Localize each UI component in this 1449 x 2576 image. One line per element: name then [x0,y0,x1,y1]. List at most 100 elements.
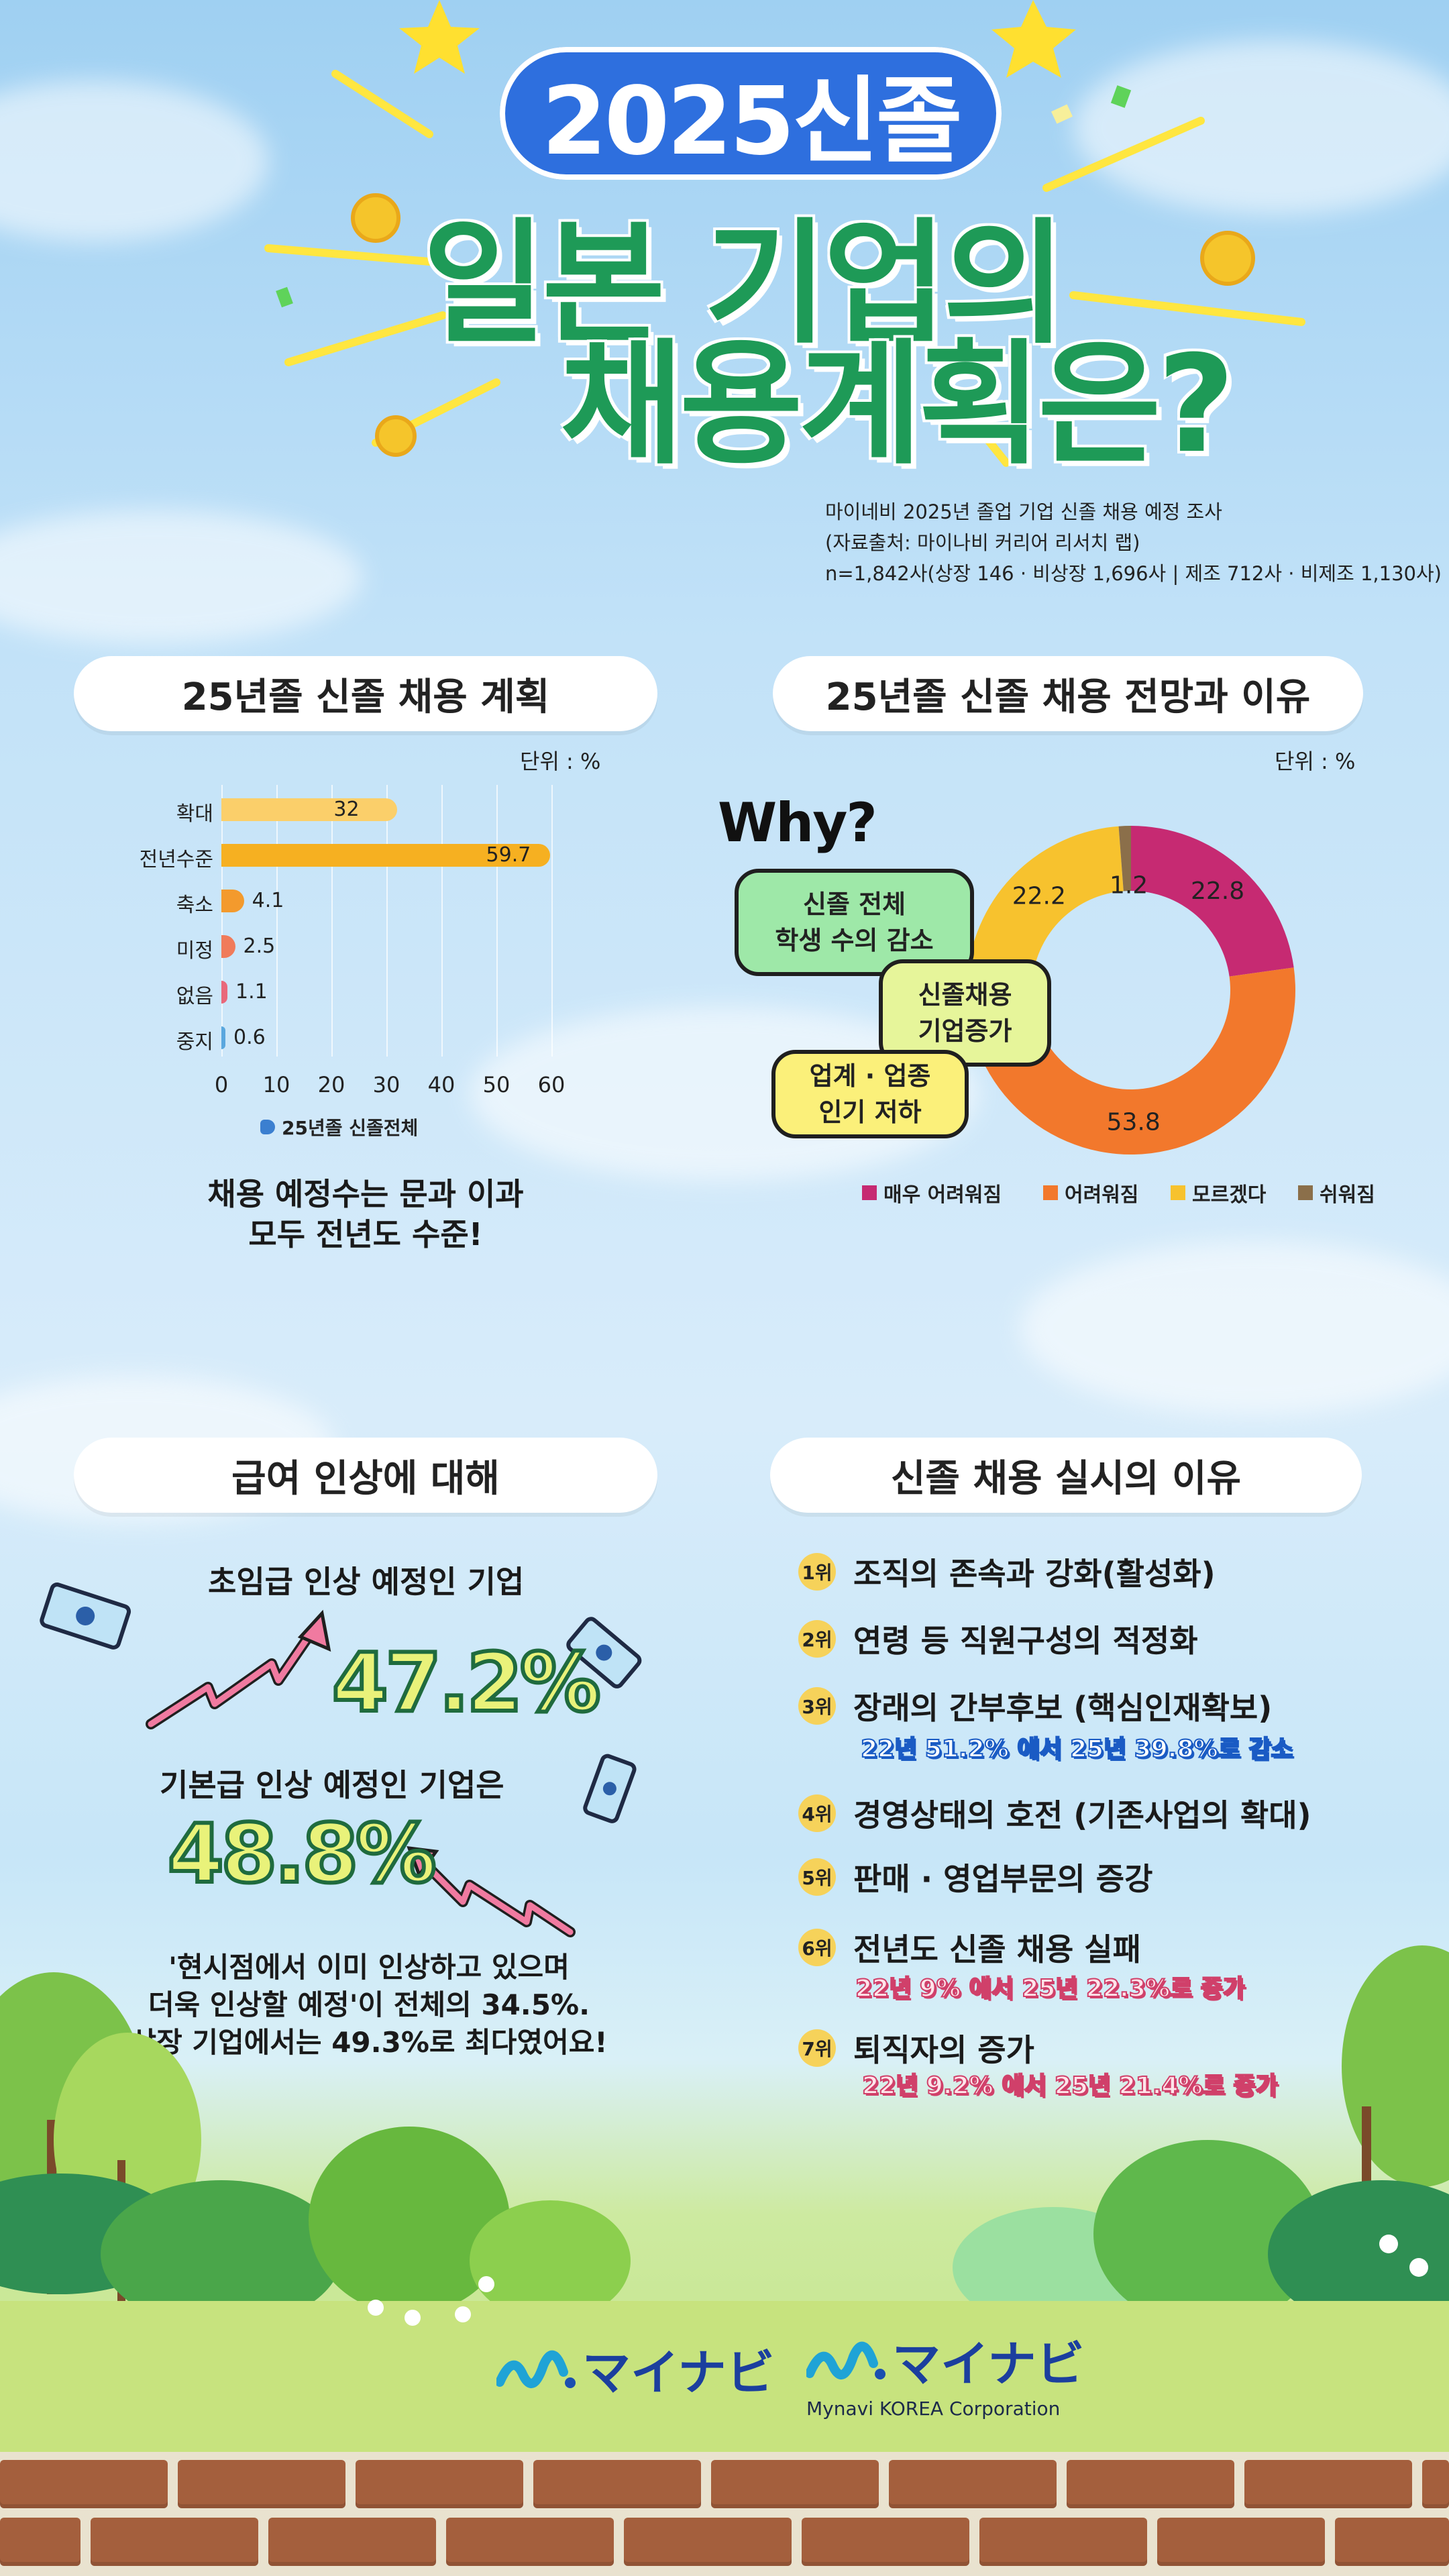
why-label: Why? [718,792,877,854]
mynavi-mark-icon [496,2350,576,2388]
bar [221,981,228,1004]
ray-decoration [975,425,1010,467]
bush-decoration [1268,2180,1449,2328]
reason-rank-2: 2위 연령 등 직원구성의 적정화 [798,1617,1198,1661]
bar-legend: 25년졸 신졸전체 [260,1114,418,1140]
coin-icon [351,193,400,243]
hero-decoration [264,0,1305,467]
ray-decoration [284,311,447,366]
reason-rank-1: 1위 조직의 존속과 강화(활성화) [798,1550,1216,1594]
section-title: 25년졸 신졸 채용 전망과 이유 [773,656,1363,731]
rank-badge: 4위 [798,1794,836,1832]
bush-decoration [1093,2140,1322,2328]
rank-badge: 1위 [798,1553,836,1591]
bubble-line: 신졸채용 [918,980,1012,1010]
bar-value-label: 2.5 [243,934,276,958]
star-icon [399,0,480,74]
x-tick-label: 50 [482,1072,511,1097]
gridline [221,785,223,1057]
bubble-line: 업계 · 업종 [809,1061,931,1091]
bar-chart-caption: 채용 예정수는 문과 이과 모두 전년도 수준! [101,1174,631,1254]
gridline [441,785,443,1057]
bar-value-label: 0.6 [233,1026,266,1049]
caption-line: 모두 전년도 수준! [248,1216,483,1252]
confetti-decoration [1051,104,1073,124]
banknote-icon [40,1582,131,1650]
legend-label: 25년졸 신졸전체 [282,1117,419,1139]
bubble-line: 신졸 전체 [802,890,906,919]
banknote-icon [566,1617,642,1688]
legend-swatch [1043,1185,1058,1200]
hero-title-line1: 일본 기업의 [423,206,1067,362]
flower-decoration [1409,2258,1428,2277]
flower-decoration [1379,2235,1398,2253]
bar-category-label: 중지 [176,1030,213,1054]
ray-decoration [1042,117,1205,192]
rank-6-trend: 22년 9% 에서 25년 22.3%로 증가 [855,1974,1246,2003]
salary-decoration [40,1582,642,1937]
reason-rank-3: 3위 장래의 간부후보 (핵심인재확보) [798,1684,1272,1728]
section-title: 신졸 채용 실시의 이유 [770,1438,1362,1513]
rank-text: 연령 등 직원구성의 적정화 [853,1623,1198,1659]
base-salary-label: 기본급 인상 예정인 기업은 [160,1767,504,1803]
donut-value-label: 1.2 [1110,872,1148,900]
hero-title-line2: 채용계획은? [560,327,1235,483]
flower-decoration [368,2300,384,2316]
unit-label: 단위 : % [1275,749,1356,774]
note-line: '현시점에서 이미 인상하고 있으며 [168,1951,570,1984]
mynavi-logo-1: マイナビ [496,2333,775,2404]
gridline [551,785,553,1057]
coin-icon [1200,231,1255,286]
donut-legend-item: 모르겠다 [1171,1178,1266,1208]
rank-badge: 7위 [798,2029,836,2067]
rank-text: 조직의 존속과 강화(활성화) [853,1556,1216,1592]
reason-rank-4: 4위 경영상태의 호전 (기존사업의 확대) [798,1791,1311,1835]
source-line: 마이네비 2025년 졸업 기업 신졸 채용 예정 조사 [825,500,1222,523]
bar-category-label: 확대 [176,802,213,826]
legend-swatch [862,1185,877,1200]
starting-salary-label: 초임급 인상 예정인 기업 [208,1564,525,1600]
banknote-icon [583,1754,637,1823]
x-tick-label: 30 [372,1072,400,1097]
section-title: 급여 인상에 대해 [74,1438,657,1513]
donut-legend-item: 쉬워짐 [1298,1178,1375,1208]
flower-decoration [455,2306,471,2322]
bar-category-label: 축소 [176,894,213,917]
mynavi-mark-icon [806,2341,885,2379]
donut-value-label: 22.2 [1012,882,1066,910]
coin-icon [375,415,417,457]
confetti-decoration [276,286,293,308]
ray-decoration [331,70,433,138]
bubble-line: 인기 저하 [818,1097,922,1127]
source-line: (자료출처: 마이나비 커리어 리서치 랩) [825,531,1140,554]
rank-badge: 5위 [798,1858,836,1896]
x-tick-label: 10 [262,1072,290,1097]
legend-label: 모르겠다 [1192,1183,1267,1207]
rank-text: 장래의 간부후보 (핵심인재확보) [853,1690,1273,1726]
legend-label: 쉬워짐 [1320,1183,1375,1207]
note-line: 상장 기업에서는 49.3%로 최다였어요! [130,2026,608,2059]
flower-decoration [478,2276,494,2292]
donut-slice [967,967,1295,1155]
brick-wall [0,2452,1449,2576]
bar-category-label: 전년수준 [139,848,213,871]
caption-line: 채용 예정수는 문과 이과 [207,1176,524,1212]
landscape-illustration [0,1945,1449,2469]
bush-decoration [470,2200,631,2321]
x-tick-label: 20 [317,1072,345,1097]
rank-3-trend: 22년 51.2% 에서 25년 39.8%로 감소 [860,1735,1293,1764]
legend-swatch [260,1120,275,1134]
rank-text: 경영상태의 호전 (기존사업의 확대) [853,1797,1311,1833]
x-tick-label: 60 [537,1072,566,1097]
legend-swatch [1298,1185,1313,1200]
bubble-line: 학생 수의 감소 [775,926,934,955]
donut-slice [1118,825,1131,892]
hero-year-badge: 2025신졸 [500,47,1002,180]
rank-badge: 2위 [798,1620,836,1658]
hiring-outlook-donut-chart: 22.8 53.8 22.2 1.2 [967,825,1295,1155]
legend-swatch [1171,1185,1185,1200]
gridline [496,785,498,1057]
note-line: 더욱 인상할 예정'이 전체의 34.5%. [148,1988,590,2021]
survey-source: 마이네비 2025년 졸업 기업 신졸 채용 예정 조사 (자료출처: 마이나비… [825,496,1442,589]
